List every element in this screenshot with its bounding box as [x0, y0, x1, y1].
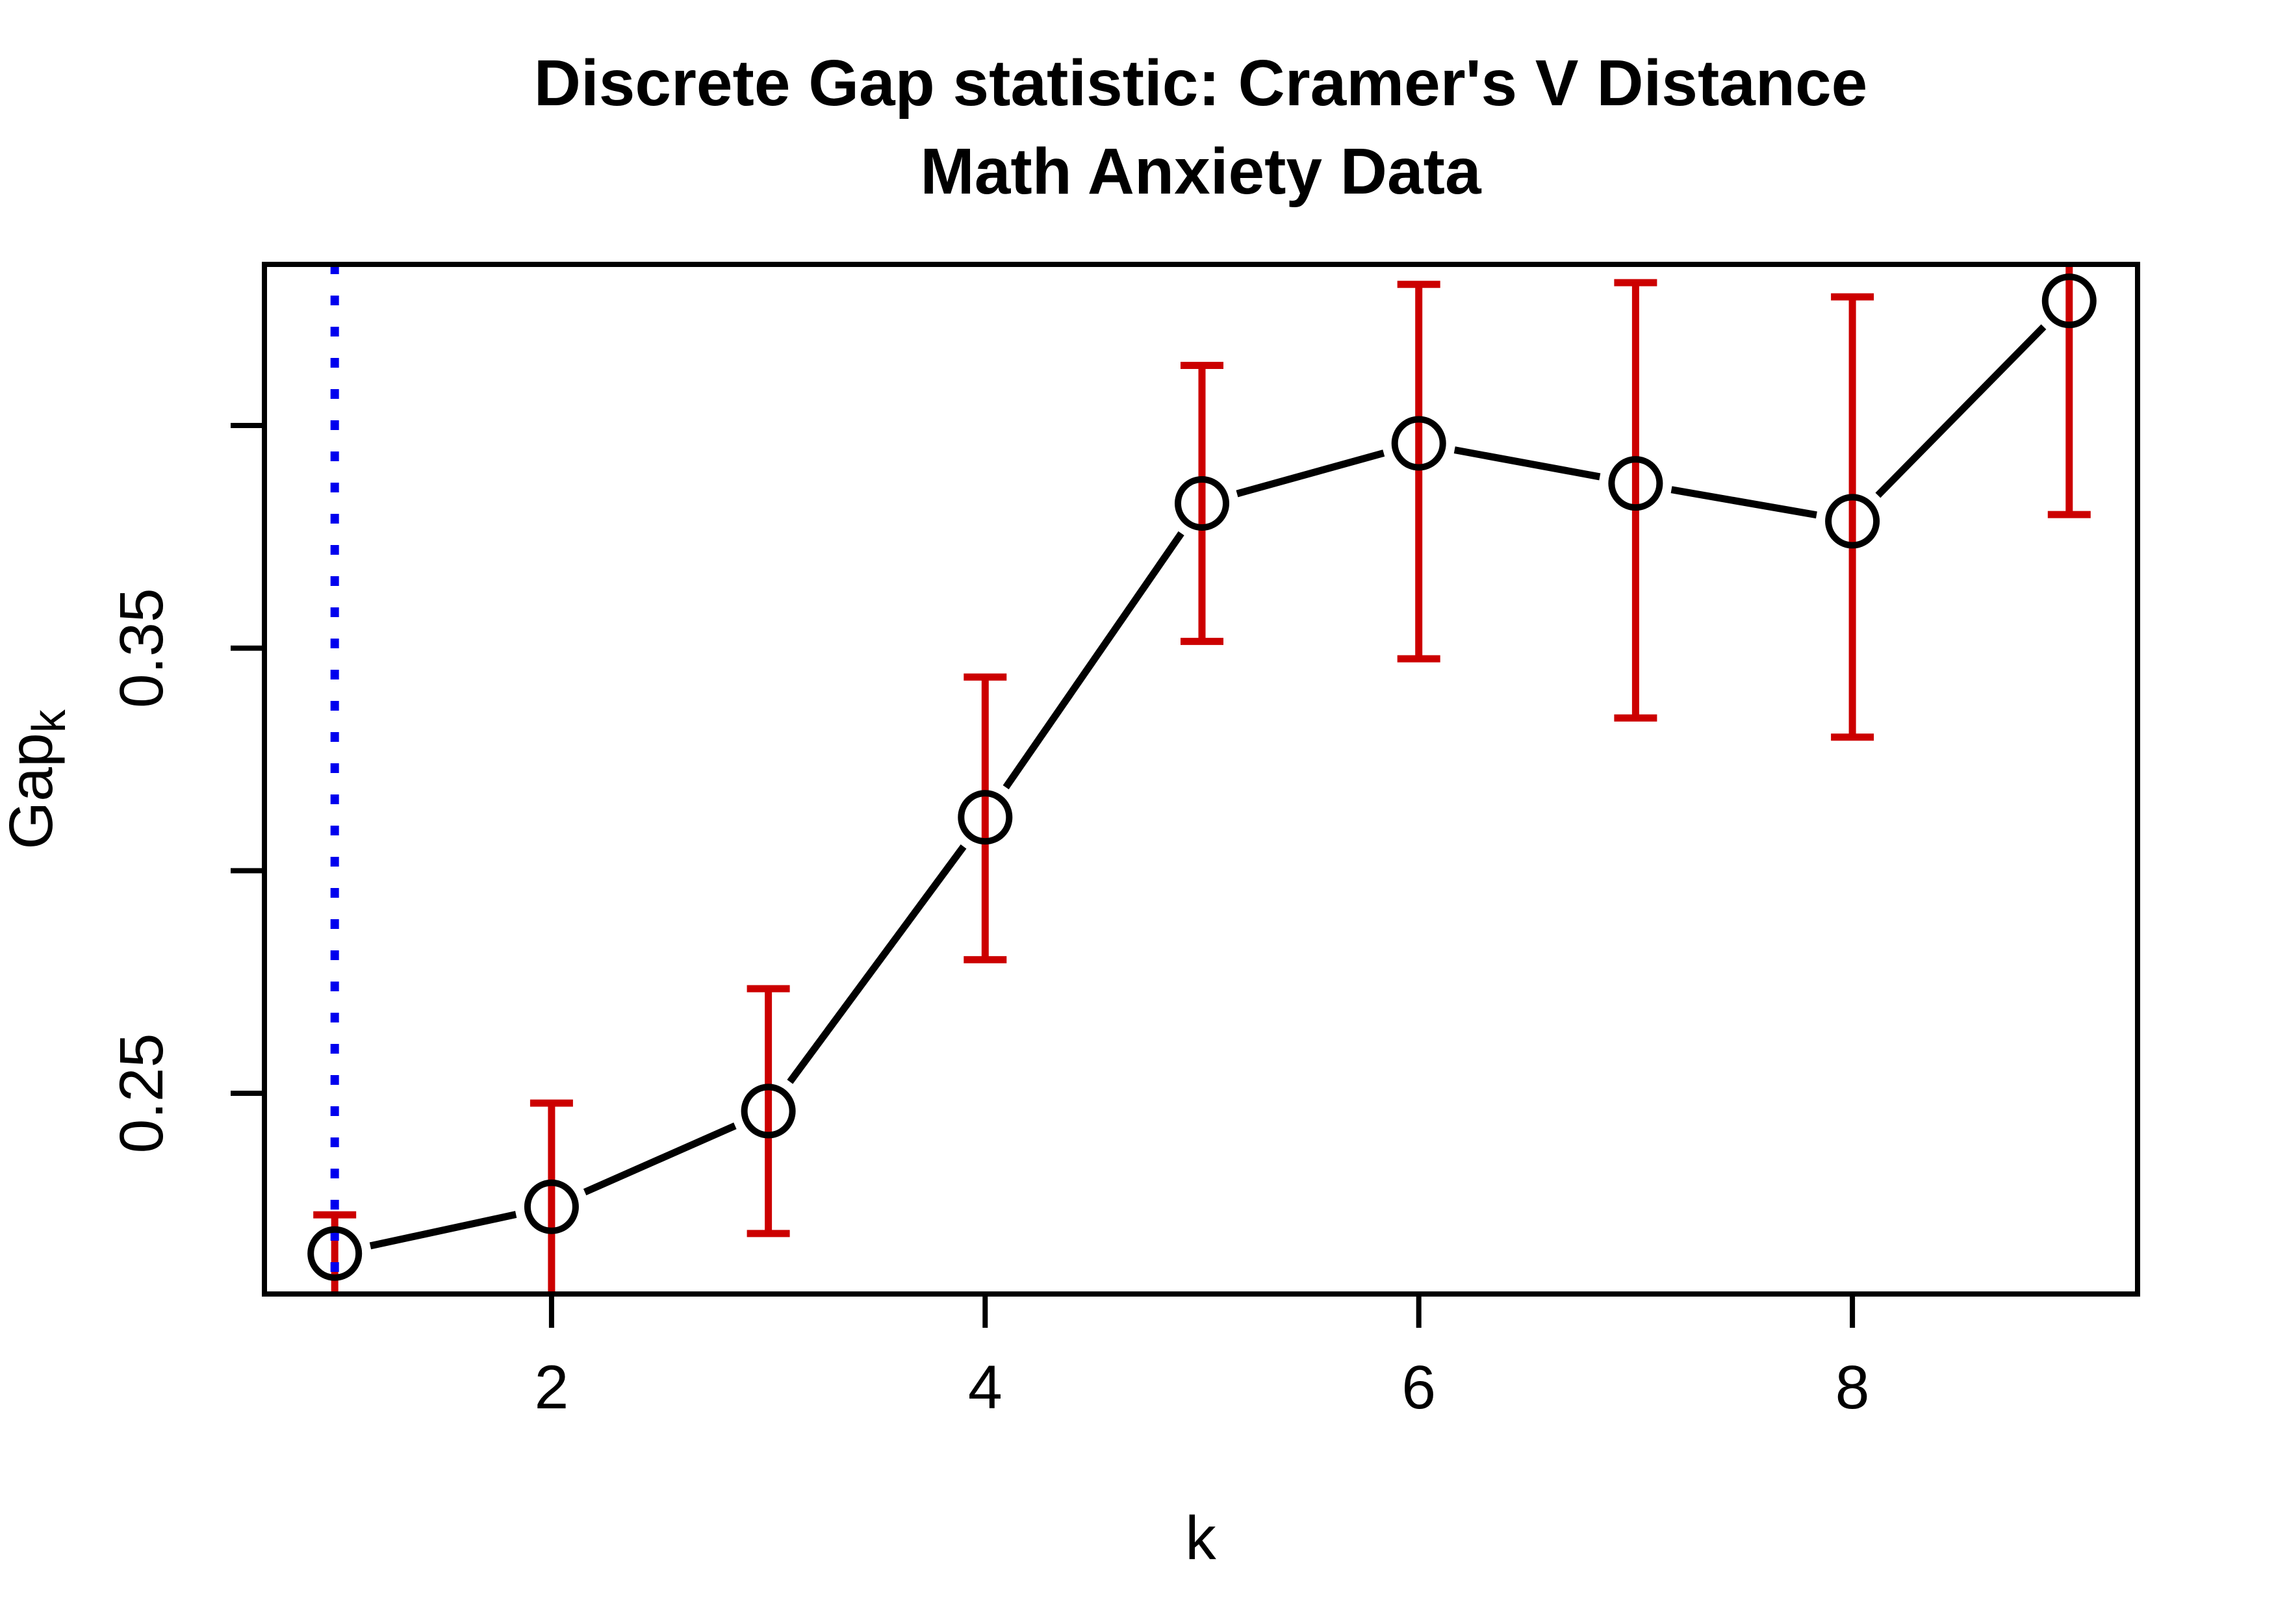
series-segment	[1236, 450, 1385, 498]
series-segment	[1003, 531, 1184, 790]
data-point-marker	[1825, 494, 1880, 549]
x-axis-tick-label: 4	[968, 1353, 1003, 1422]
x-axis-tick-label: 6	[1401, 1353, 1436, 1422]
data-point-marker	[524, 1179, 579, 1234]
axes-group: 0.25 0.35 2 4 6 8	[107, 423, 1870, 1422]
series-segment	[1875, 324, 2047, 498]
y-axis-tick-label: 0.35	[107, 588, 176, 708]
series-segment	[1453, 446, 1601, 481]
data-point-marker	[1175, 476, 1229, 531]
y-axis-title-subscript: k	[23, 709, 75, 733]
series-line-group	[369, 324, 2047, 1250]
data-point-markers-group	[307, 273, 2097, 1281]
plot-box	[262, 262, 2140, 1297]
data-point-marker	[307, 1226, 363, 1281]
y-axis-title: Gapk	[0, 709, 75, 850]
data-point-marker	[2041, 273, 2097, 329]
x-axis-tick-label: 8	[1835, 1353, 1870, 1422]
chart-title: Discrete Gap statistic: Cramer's V Dista…	[534, 47, 1867, 120]
error-bars-group	[313, 264, 2091, 1294]
x-axis-title: k	[1185, 1504, 1216, 1573]
data-point-marker	[958, 790, 1013, 845]
series-segment	[787, 844, 967, 1084]
x-axis-tick-label: 2	[534, 1353, 568, 1422]
data-point-marker	[1608, 456, 1663, 511]
y-axis-title-main: Gap	[0, 733, 66, 850]
series-segment	[369, 1211, 517, 1250]
data-point-marker	[1391, 416, 1446, 471]
series-segment	[583, 1122, 737, 1196]
chart-subtitle: Math Anxiety Data	[920, 135, 1482, 208]
data-point-marker	[741, 1084, 796, 1139]
y-axis-tick-label: 0.25	[107, 1034, 176, 1154]
series-segment	[1670, 486, 1817, 519]
